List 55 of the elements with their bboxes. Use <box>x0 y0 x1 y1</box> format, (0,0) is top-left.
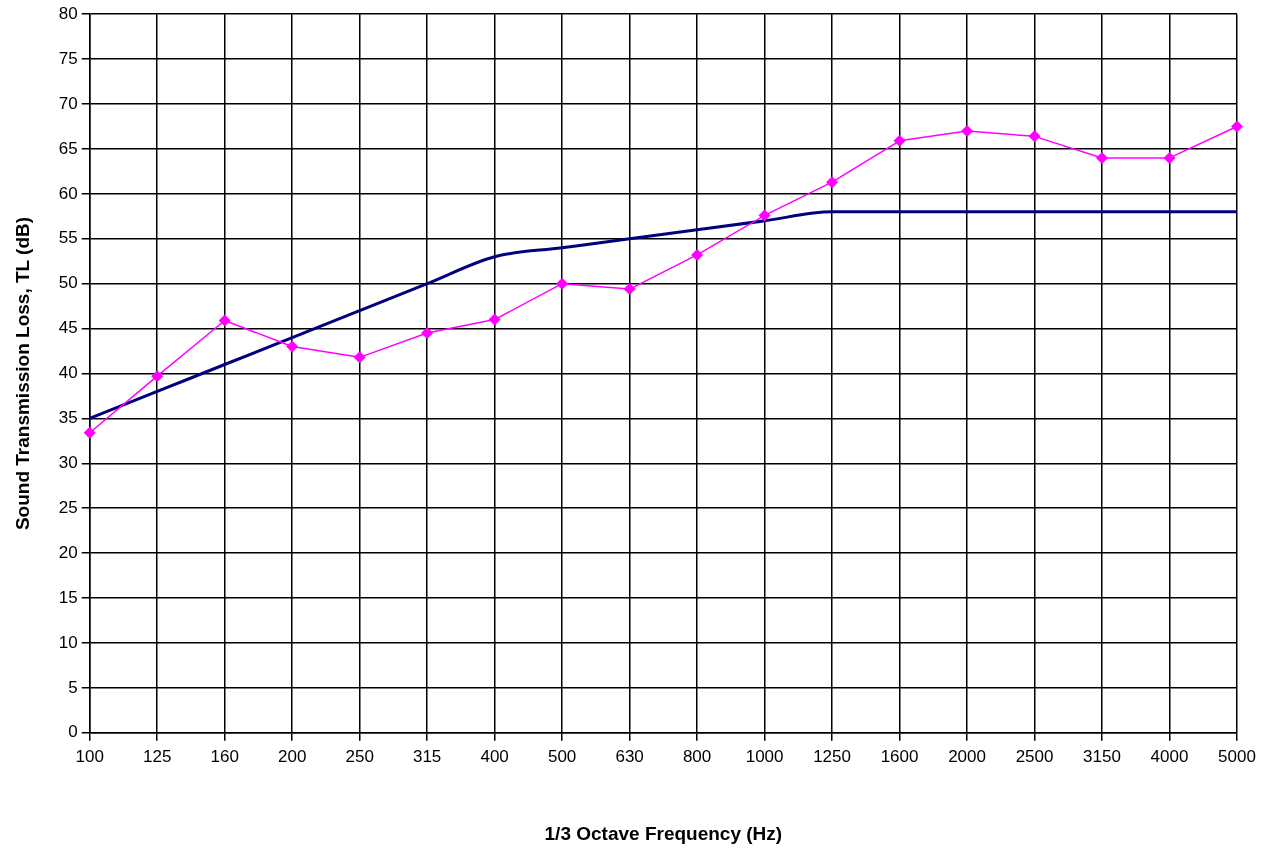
y-tick-label: 55 <box>58 228 78 248</box>
x-tick-label: 500 <box>547 746 577 766</box>
y-tick-label: 75 <box>58 48 78 68</box>
point <box>353 351 366 364</box>
point <box>1096 151 1109 164</box>
y-tick-label: 40 <box>58 363 78 383</box>
y-tick-label: 20 <box>58 542 78 562</box>
x-tick-label: 5000 <box>1218 746 1256 766</box>
y-tick-label: 30 <box>58 453 78 473</box>
y-axis-title: Sound Transmission Loss, TL (dB) <box>11 216 33 531</box>
x-axis-title: 1/3 Octave Frequency (Hz) <box>544 822 783 844</box>
y-tick-label: 10 <box>58 632 78 652</box>
y-tick-label: 60 <box>58 183 78 203</box>
point <box>1028 130 1041 143</box>
x-tick-label: 400 <box>480 746 509 766</box>
point <box>758 209 771 222</box>
point <box>488 313 501 326</box>
point <box>83 426 96 439</box>
y-tick-label: 0 <box>68 722 78 742</box>
y-tick-label: 15 <box>58 587 78 607</box>
point <box>218 314 231 327</box>
x-tick-label: 2500 <box>1015 746 1054 766</box>
point <box>623 283 636 296</box>
x-tick-label: 1250 <box>813 746 851 766</box>
x-tick-label: 4000 <box>1150 746 1189 766</box>
point <box>1231 120 1243 133</box>
y-tick-label: 35 <box>58 408 78 428</box>
y-tick-label: 65 <box>58 138 78 158</box>
point <box>826 176 839 189</box>
y-tick-label: 70 <box>58 93 78 113</box>
x-tick-label: 315 <box>412 746 442 766</box>
x-tick-label: 200 <box>277 746 307 766</box>
y-tick-label: 25 <box>58 497 78 517</box>
point <box>286 340 299 353</box>
x-tick-label: 800 <box>682 746 712 766</box>
x-tick-label: 3150 <box>1083 746 1121 766</box>
x-tick-label: 1000 <box>745 746 784 766</box>
x-tick-label: 1600 <box>880 746 919 766</box>
x-tick-label: 100 <box>75 746 104 766</box>
point <box>1163 151 1176 164</box>
x-tick-label: 160 <box>210 746 239 766</box>
x-tick-label: 630 <box>615 746 644 766</box>
y-tick-label: 45 <box>58 318 78 338</box>
point <box>151 370 164 383</box>
point <box>691 248 704 261</box>
y-tick-label: 80 <box>58 3 78 23</box>
x-tick-label: 250 <box>345 746 374 766</box>
point <box>556 277 569 290</box>
x-tick-label: 125 <box>143 746 172 766</box>
y-tick-label: 50 <box>58 273 78 293</box>
point <box>893 134 906 147</box>
y-tick-label: 5 <box>68 677 78 697</box>
x-tick-label: 2000 <box>948 746 986 766</box>
point <box>961 124 974 137</box>
point <box>421 327 434 340</box>
